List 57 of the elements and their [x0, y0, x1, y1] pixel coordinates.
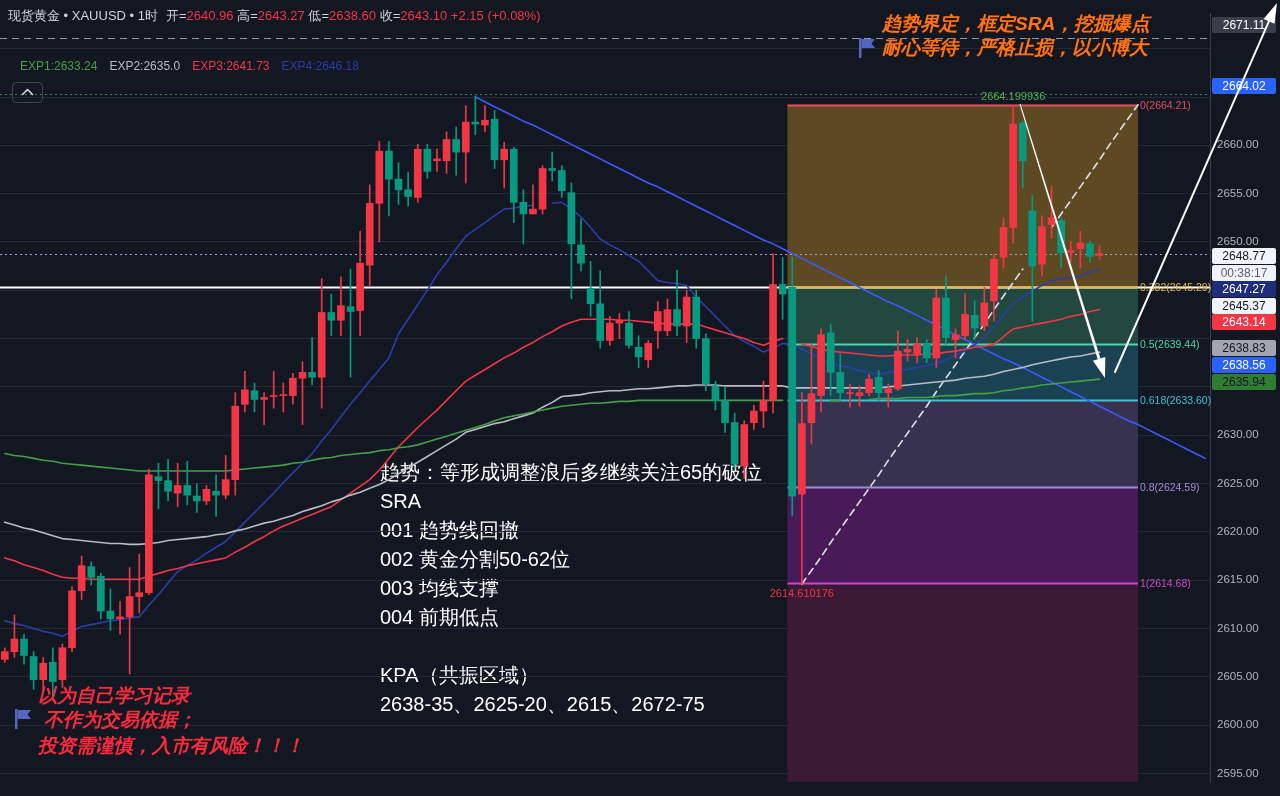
annotation: 以为自己学习记录 [38, 685, 190, 708]
text: 2648.77 [1212, 248, 1276, 264]
text: 00:38:17 [1212, 264, 1276, 281]
candlestick [1066, 240, 1075, 263]
candlestick [529, 184, 537, 215]
ref-line-label: 0.382(2645.29) [1139, 280, 1212, 295]
candlestick [481, 105, 489, 133]
candlestick [846, 383, 854, 408]
text: 2645.37 [1212, 297, 1276, 314]
text: 2647.27 [1212, 281, 1276, 297]
annotation: 趋势界定，框定SRA，挖掘爆点 [882, 13, 1151, 36]
text: 2643.14 [1212, 314, 1276, 330]
y-tick-label: 2600.00 [1217, 718, 1259, 731]
candlestick [193, 483, 201, 513]
candlestick [327, 293, 336, 336]
annotation: 2664.199936 [981, 89, 1046, 103]
candlestick [260, 392, 268, 425]
y-tick-label: 2610.00 [1217, 621, 1259, 634]
ref-line-label: 1(2614.68) [1139, 576, 1191, 591]
text: EXP3:2641.73 [192, 59, 270, 73]
annotation: 004 前期低点 [380, 605, 499, 629]
y-tick-label: 2625.00 [1217, 476, 1259, 489]
chart-title: 现货黄金 • XAUUSD • 1时 [8, 8, 158, 23]
annotation: 2614.610176 [769, 586, 834, 600]
text: EXP2:2635.0 [109, 59, 181, 73]
candlestick [308, 337, 316, 386]
y-tick-label: 2655.00 [1217, 186, 1259, 199]
candlestick [548, 151, 557, 182]
y-tick-label: 2620.00 [1217, 525, 1259, 537]
text: EXP4:2646.18 [281, 59, 359, 73]
y-tick-label: 2650.00 [1217, 235, 1259, 248]
ref-line-label: 0.618(2633.60) [1139, 393, 1212, 408]
y-tick-label: 2615.00 [1217, 573, 1259, 586]
candlestick [500, 142, 508, 189]
annotation: 2638-35、2625-20、2615、2672-75 [380, 692, 705, 716]
annotation: 耐心等待，严格止损，以小博大 [882, 37, 1148, 60]
text: 2638.56 [1212, 357, 1276, 373]
text: EXP1:2633.24 [20, 59, 98, 73]
text: 2635.94 [1212, 374, 1276, 390]
text: 开=2640.96 高=2643.27 低=2638.60 收=2643.10 +2.15 (+0.08%) [165, 8, 541, 23]
annotation: 投资需谨慎，入市有风险！！！ [38, 735, 304, 758]
y-tick-label: 2595.00 [1217, 766, 1259, 779]
ref-line-label: 0.8(2624.59) [1139, 480, 1200, 495]
y-tick-label: 2605.00 [1217, 669, 1259, 682]
candlestick [212, 474, 220, 517]
annotation: SRA [380, 489, 422, 513]
text: 2671.11 [1212, 17, 1276, 33]
text: 2638.83 [1212, 340, 1276, 356]
annotation: 不作为交易依据； [44, 709, 196, 732]
y-tick-label: 2630.00 [1217, 428, 1259, 441]
candlestick [183, 460, 192, 506]
candlestick [884, 383, 893, 408]
annotation: 002 黄金分割50-62位 [380, 547, 571, 571]
candlestick [404, 172, 412, 207]
y-tick-label: 2660.00 [1217, 138, 1259, 151]
ref-line-label: 0.5(2639.44) [1139, 337, 1200, 351]
ref-line-label: 0(2664.21) [1139, 97, 1191, 112]
